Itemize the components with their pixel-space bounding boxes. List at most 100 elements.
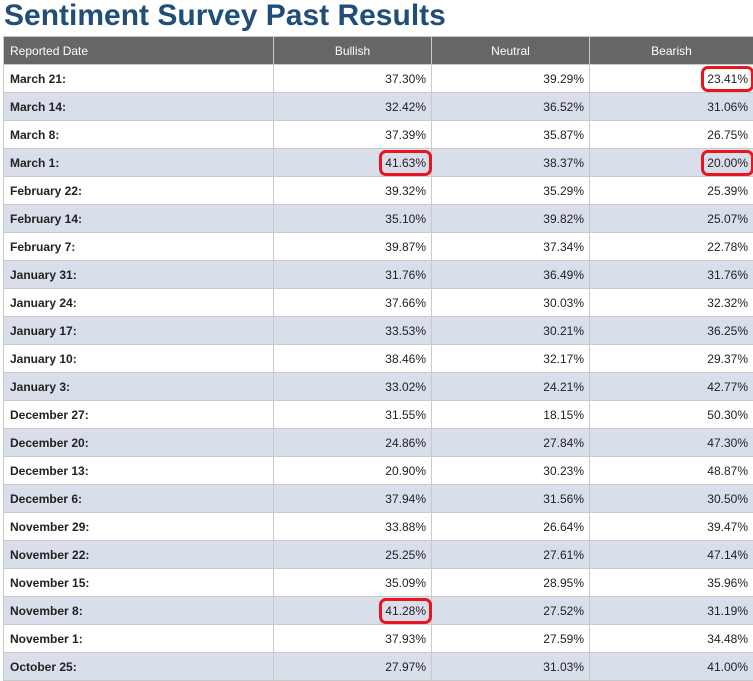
reported-date-cell: December 20: [4, 429, 274, 457]
neutral-cell: 32.17% [432, 345, 590, 373]
neutral-value: 39.82% [543, 212, 584, 226]
reported-date-cell: November 15: [4, 569, 274, 597]
table-row: February 7:39.87%37.34%22.78% [4, 233, 753, 261]
bearish-cell: 35.96% [590, 569, 753, 597]
bullish-value: 32.42% [385, 100, 426, 114]
neutral-value: 31.03% [543, 660, 584, 674]
neutral-value: 30.03% [543, 296, 584, 310]
neutral-cell: 27.84% [432, 429, 590, 457]
column-header-bearish[interactable]: Bearish [590, 37, 753, 65]
neutral-cell: 27.61% [432, 541, 590, 569]
neutral-value: 30.21% [543, 324, 584, 338]
sentiment-results-table: Reported Date Bullish Neutral Bearish Ma… [3, 36, 753, 681]
neutral-cell: 37.34% [432, 233, 590, 261]
neutral-cell: 27.59% [432, 625, 590, 653]
table-row: March 1:41.63%38.37%20.00% [4, 149, 753, 177]
reported-date-cell: March 14: [4, 93, 274, 121]
table-row: November 8:41.28%27.52%31.19% [4, 597, 753, 625]
bearish-value: 31.19% [707, 604, 748, 618]
bullish-cell: 35.10% [274, 205, 432, 233]
bearish-value: 35.96% [707, 576, 748, 590]
neutral-value: 26.64% [543, 520, 584, 534]
neutral-cell: 38.37% [432, 149, 590, 177]
neutral-value: 39.29% [543, 72, 584, 86]
table-row: December 6:37.94%31.56%30.50% [4, 485, 753, 513]
neutral-value: 27.84% [543, 436, 584, 450]
neutral-value: 27.52% [543, 604, 584, 618]
bullish-cell: 37.93% [274, 625, 432, 653]
bullish-cell: 37.39% [274, 121, 432, 149]
bearish-cell: 41.00% [590, 653, 753, 681]
bearish-value: 32.32% [707, 296, 748, 310]
reported-date-cell: January 24: [4, 289, 274, 317]
bullish-value: 41.28% [385, 604, 426, 618]
bullish-cell: 35.09% [274, 569, 432, 597]
bearish-cell: 42.77% [590, 373, 753, 401]
reported-date-cell: January 10: [4, 345, 274, 373]
bullish-cell: 37.66% [274, 289, 432, 317]
column-header-reported-date[interactable]: Reported Date [4, 37, 274, 65]
bearish-value: 36.25% [707, 324, 748, 338]
page-title: Sentiment Survey Past Results [4, 0, 446, 35]
table-row: March 14:32.42%36.52%31.06% [4, 93, 753, 121]
neutral-value: 35.29% [543, 184, 584, 198]
bearish-cell: 36.25% [590, 317, 753, 345]
neutral-value: 18.15% [543, 408, 584, 422]
bullish-value: 37.66% [385, 296, 426, 310]
reported-date-cell: January 17: [4, 317, 274, 345]
bullish-cell: 33.02% [274, 373, 432, 401]
bullish-value: 31.55% [385, 408, 426, 422]
table-row: February 22:39.32%35.29%25.39% [4, 177, 753, 205]
bearish-cell: 34.48% [590, 625, 753, 653]
table-row: March 21:37.30%39.29%23.41% [4, 65, 753, 93]
bearish-value: 30.50% [707, 492, 748, 506]
bullish-value: 33.02% [385, 380, 426, 394]
table-row: November 22:25.25%27.61%47.14% [4, 541, 753, 569]
neutral-cell: 30.03% [432, 289, 590, 317]
bearish-value: 48.87% [707, 464, 748, 478]
neutral-value: 28.95% [543, 576, 584, 590]
bullish-value: 38.46% [385, 352, 426, 366]
bearish-cell: 47.14% [590, 541, 753, 569]
bullish-value: 25.25% [385, 548, 426, 562]
column-header-neutral[interactable]: Neutral [432, 37, 590, 65]
neutral-cell: 30.23% [432, 457, 590, 485]
neutral-cell: 28.95% [432, 569, 590, 597]
bullish-cell: 33.88% [274, 513, 432, 541]
bullish-value: 20.90% [385, 464, 426, 478]
neutral-cell: 30.21% [432, 317, 590, 345]
bearish-value: 26.75% [707, 128, 748, 142]
bullish-value: 31.76% [385, 268, 426, 282]
reported-date-cell: January 31: [4, 261, 274, 289]
neutral-value: 36.49% [543, 268, 584, 282]
table-row: January 24: 37.66% 30.03% 32.32% [4, 289, 753, 317]
reported-date-cell: November 29: [4, 513, 274, 541]
bullish-cell: 37.94% [274, 485, 432, 513]
table-row: November 1:37.93%27.59%34.48% [4, 625, 753, 653]
bullish-cell: 39.32% [274, 177, 432, 205]
bearish-value: 25.39% [707, 184, 748, 198]
bullish-value: 33.53% [385, 324, 426, 338]
bearish-cell: 31.19% [590, 597, 753, 625]
bullish-cell: 31.55% [274, 401, 432, 429]
table-row: January 3:33.02%24.21%42.77% [4, 373, 753, 401]
column-header-bullish[interactable]: Bullish [274, 37, 432, 65]
neutral-value: 31.56% [543, 492, 584, 506]
bullish-cell: 27.97% [274, 653, 432, 681]
bearish-cell: 48.87% [590, 457, 753, 485]
bullish-cell: 33.53% [274, 317, 432, 345]
bearish-value: 34.48% [707, 632, 748, 646]
bullish-value: 39.32% [385, 184, 426, 198]
bearish-cell: 47.30% [590, 429, 753, 457]
neutral-value: 38.37% [543, 156, 584, 170]
neutral-cell: 39.82% [432, 205, 590, 233]
bearish-value: 50.30% [707, 408, 748, 422]
bullish-value: 24.86% [385, 436, 426, 450]
neutral-cell: 18.15% [432, 401, 590, 429]
bearish-cell: 29.37% [590, 345, 753, 373]
neutral-value: 27.61% [543, 548, 584, 562]
bearish-cell: 31.76% [590, 261, 753, 289]
reported-date-cell: February 14: [4, 205, 274, 233]
bullish-cell: 39.87% [274, 233, 432, 261]
bullish-cell: 20.90% [274, 457, 432, 485]
